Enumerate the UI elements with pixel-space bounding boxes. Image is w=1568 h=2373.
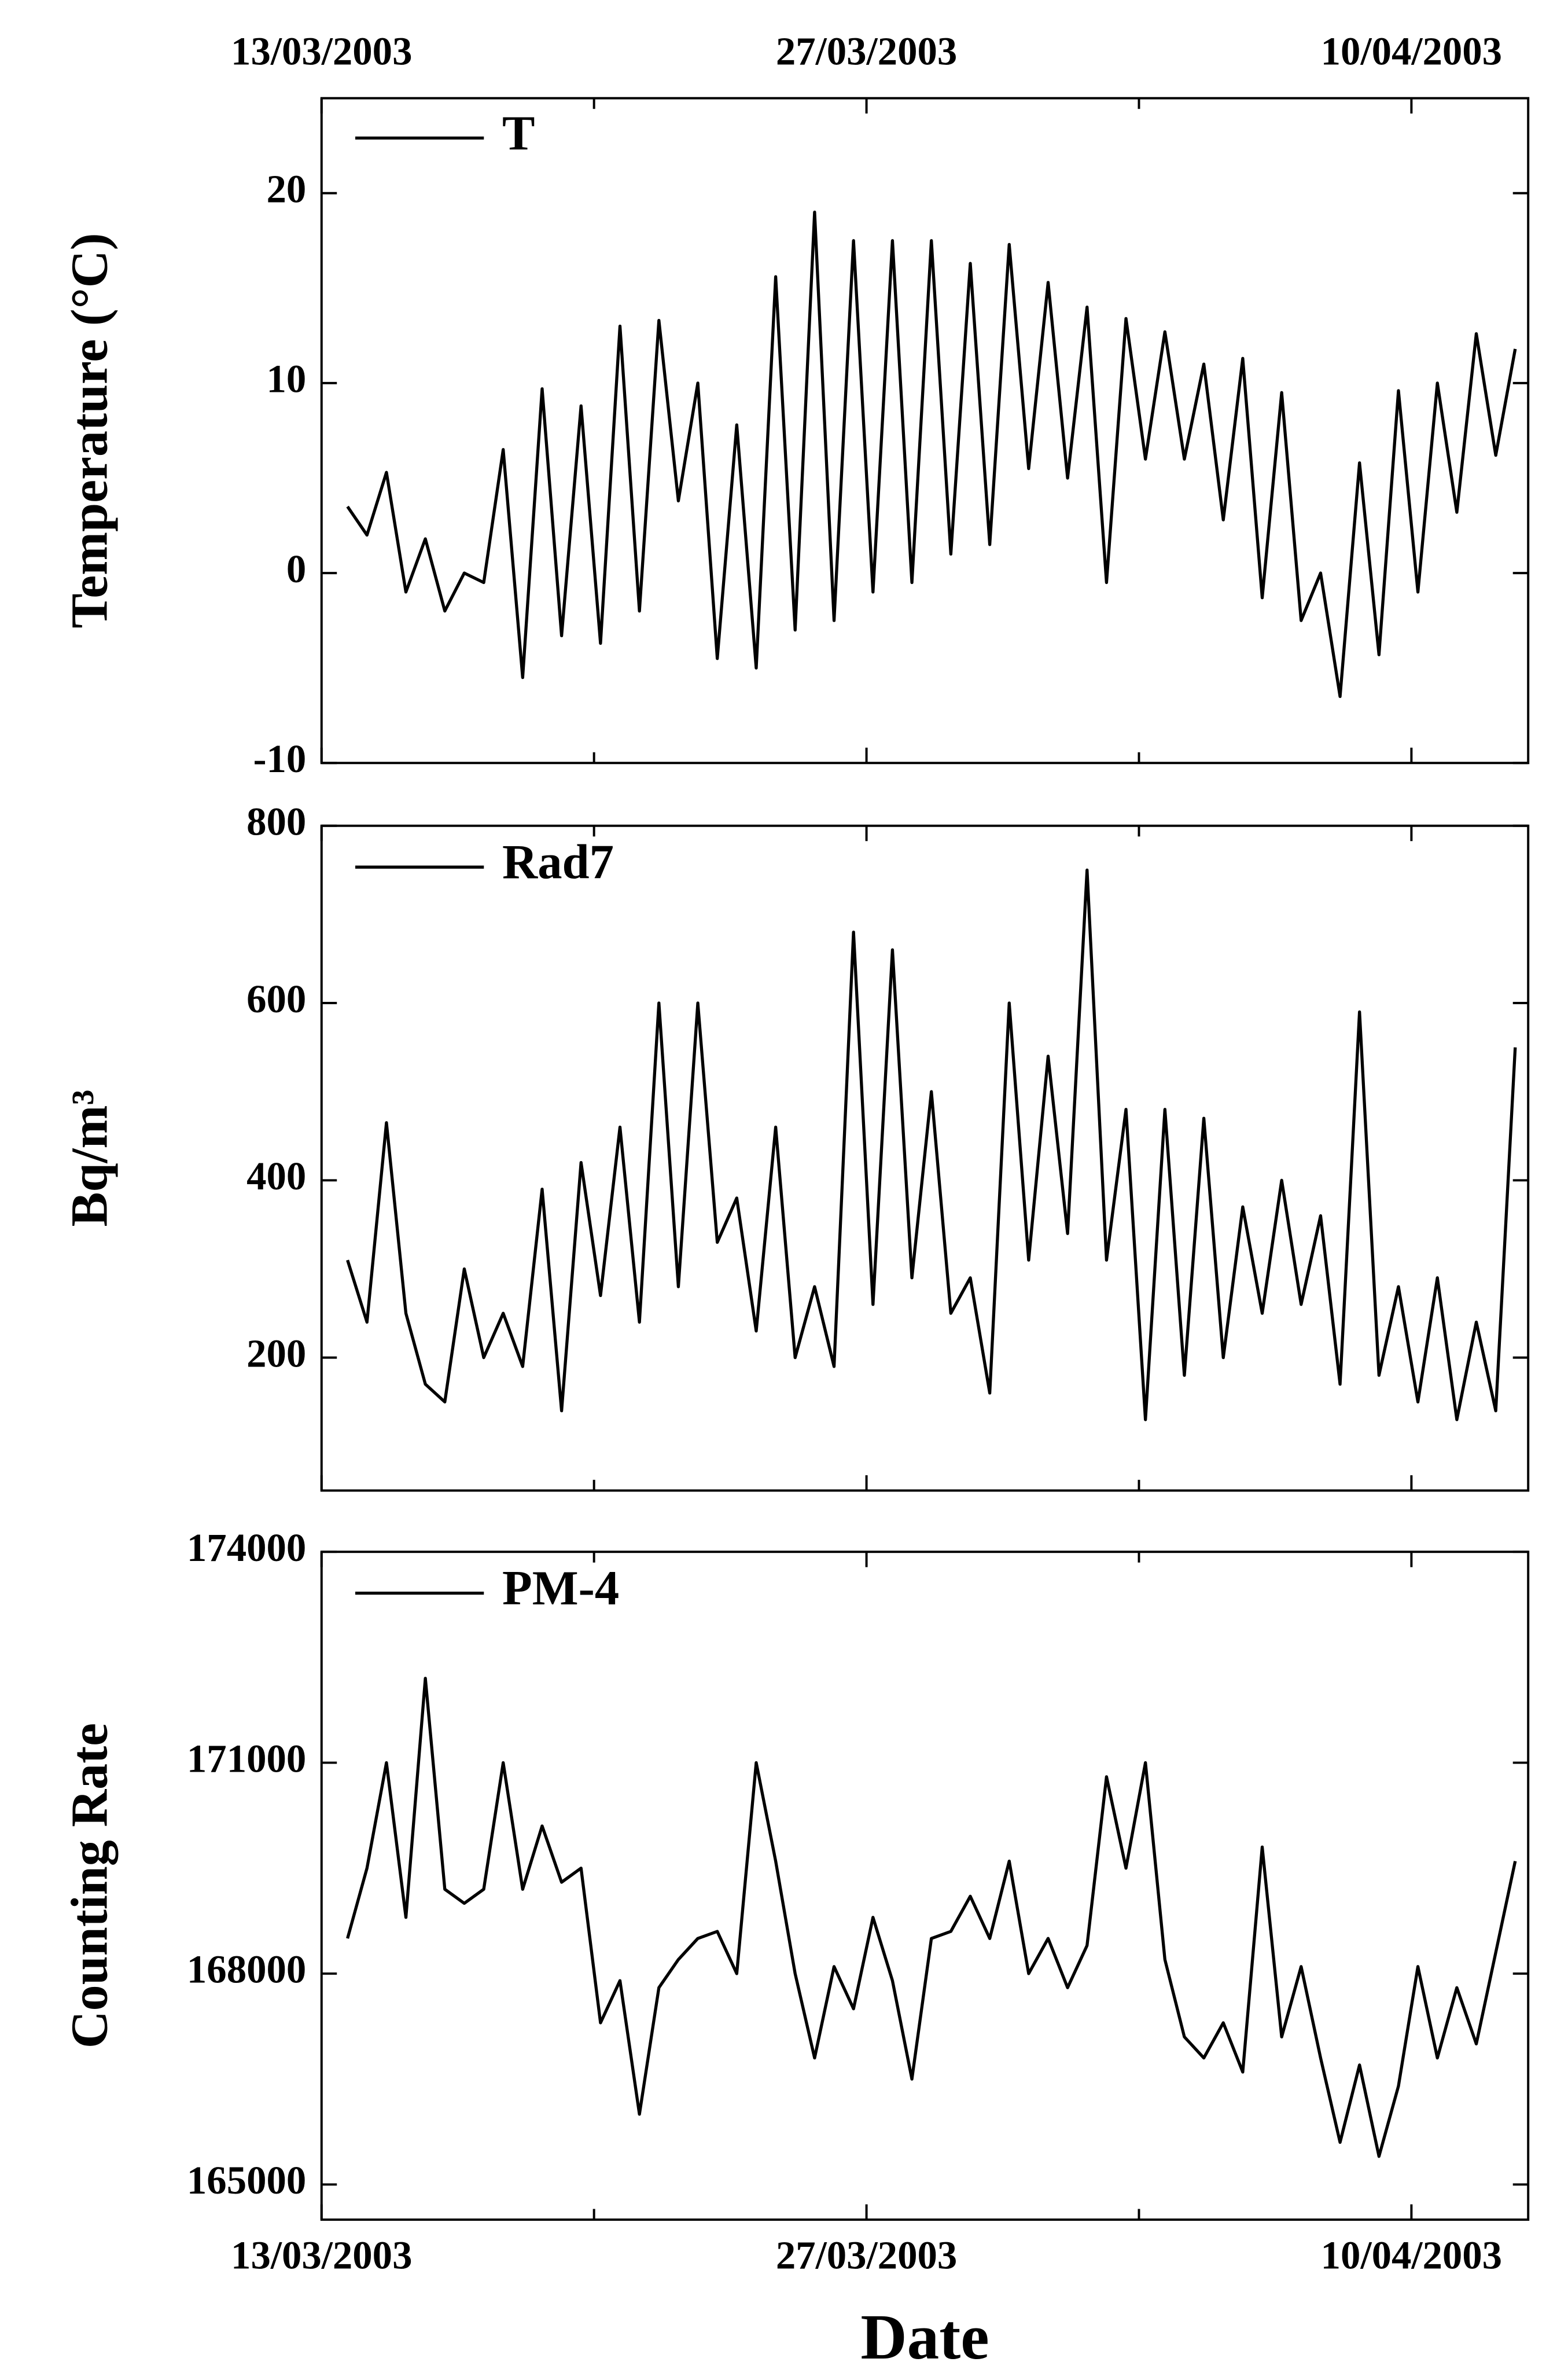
legend-label: T	[502, 106, 535, 160]
y-tick-label: 10	[267, 357, 307, 401]
y-tick-label: 165000	[187, 2158, 306, 2202]
y-tick-label: 174000	[187, 1526, 306, 1570]
x-tick-label: 13/03/2003	[231, 2234, 412, 2278]
x-axis-label: Date	[860, 2302, 989, 2373]
x-tick-label: 10/04/2003	[1321, 2234, 1502, 2278]
x-tick-label: 10/04/2003	[1321, 29, 1502, 73]
data-line	[346, 868, 1517, 1421]
y-tick-label: 0	[286, 547, 306, 591]
y-tick-label: 168000	[187, 1948, 306, 1992]
plot-frame	[320, 1551, 1530, 2221]
y-axis-label: Bq/m³	[61, 1090, 119, 1227]
y-axis-label: Temperature (°C)	[61, 233, 119, 628]
x-tick-label: 27/03/2003	[776, 2234, 957, 2278]
legend-label: PM-4	[502, 1562, 619, 1615]
y-tick-label: 400	[246, 1154, 306, 1198]
y-tick-label: -10	[253, 737, 307, 781]
legend-label: Rad7	[502, 836, 614, 890]
plot-frame	[320, 824, 1530, 1492]
y-tick-label: 171000	[187, 1736, 306, 1780]
y-tick-label: 800	[246, 800, 306, 844]
data-line	[346, 1677, 1517, 2158]
y-tick-label: 200	[246, 1331, 306, 1375]
y-tick-label: 20	[267, 167, 307, 211]
x-tick-label: 27/03/2003	[776, 29, 957, 73]
y-tick-label: 600	[246, 977, 306, 1021]
x-tick-label: 13/03/2003	[231, 29, 412, 73]
plot-frame	[320, 97, 1530, 765]
y-axis-label: Counting Rate	[61, 1723, 119, 2048]
data-line	[346, 210, 1517, 699]
